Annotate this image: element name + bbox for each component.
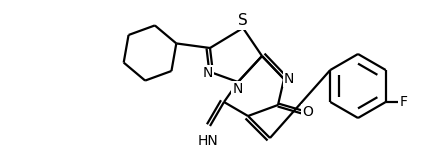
Text: O: O	[302, 105, 313, 119]
Text: N: N	[284, 72, 294, 86]
Text: N: N	[202, 66, 213, 80]
Text: F: F	[400, 95, 408, 109]
Text: HN: HN	[198, 134, 218, 148]
Text: N: N	[233, 82, 243, 96]
Text: S: S	[238, 13, 248, 28]
